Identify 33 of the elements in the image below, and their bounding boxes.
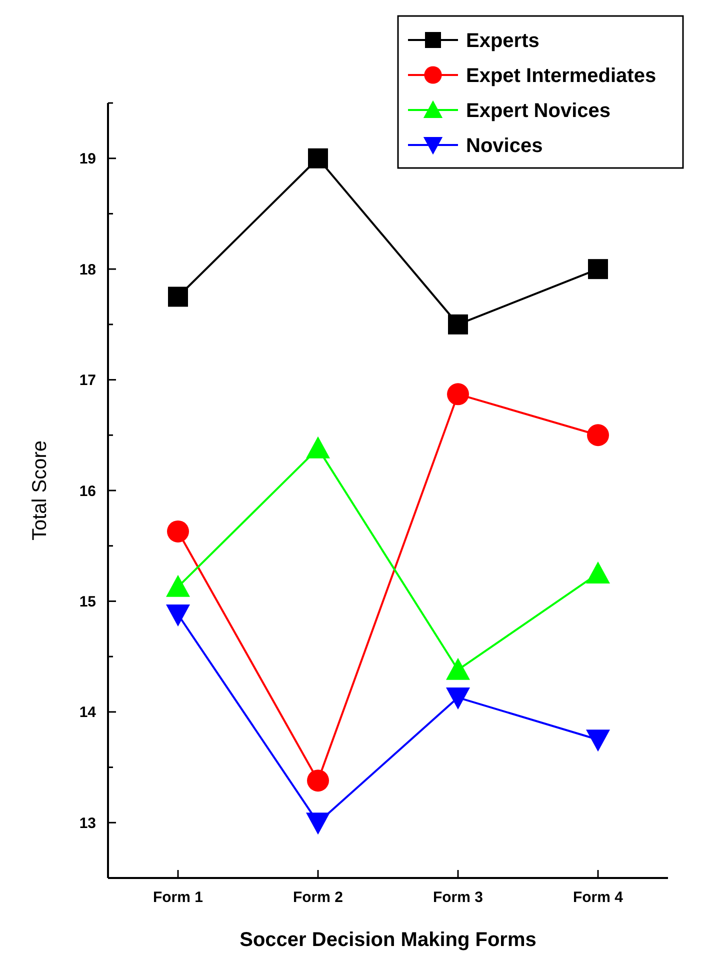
point (446, 688, 470, 710)
legend-label: Experts (466, 30, 540, 52)
point (586, 562, 610, 584)
point (307, 770, 329, 792)
point (306, 812, 330, 835)
x-axis-title: Soccer Decision Making Forms (240, 929, 536, 951)
point (166, 574, 190, 597)
point (306, 436, 330, 458)
x-tick-label: Form 2 (292, 889, 344, 906)
point (308, 148, 328, 168)
y-tick-label: 18 (79, 261, 96, 278)
point (168, 286, 188, 307)
point (448, 314, 468, 334)
y-axis-title: Total Score (29, 440, 51, 541)
y-tick-label: 19 (79, 150, 96, 168)
y-tick-label: 15 (79, 593, 96, 610)
point (167, 520, 189, 542)
point (588, 259, 608, 280)
point (166, 604, 190, 626)
legend-label: Expet Intermediates (466, 65, 656, 87)
legend-label: Novices (466, 135, 543, 157)
point (447, 383, 469, 406)
x-tick-label: Form 3 (432, 889, 484, 906)
y-tick-label: 13 (79, 814, 96, 832)
point (446, 658, 470, 680)
point (587, 424, 609, 446)
x-tick-label: Form 4 (572, 889, 624, 906)
y-tick-label: 14 (79, 704, 97, 722)
legend-label: Expert Novices (466, 100, 611, 122)
y-tick-label: 16 (79, 482, 96, 500)
y-tick-label: 17 (79, 372, 96, 390)
point (586, 730, 610, 752)
x-tick-label: Form 1 (152, 889, 204, 906)
